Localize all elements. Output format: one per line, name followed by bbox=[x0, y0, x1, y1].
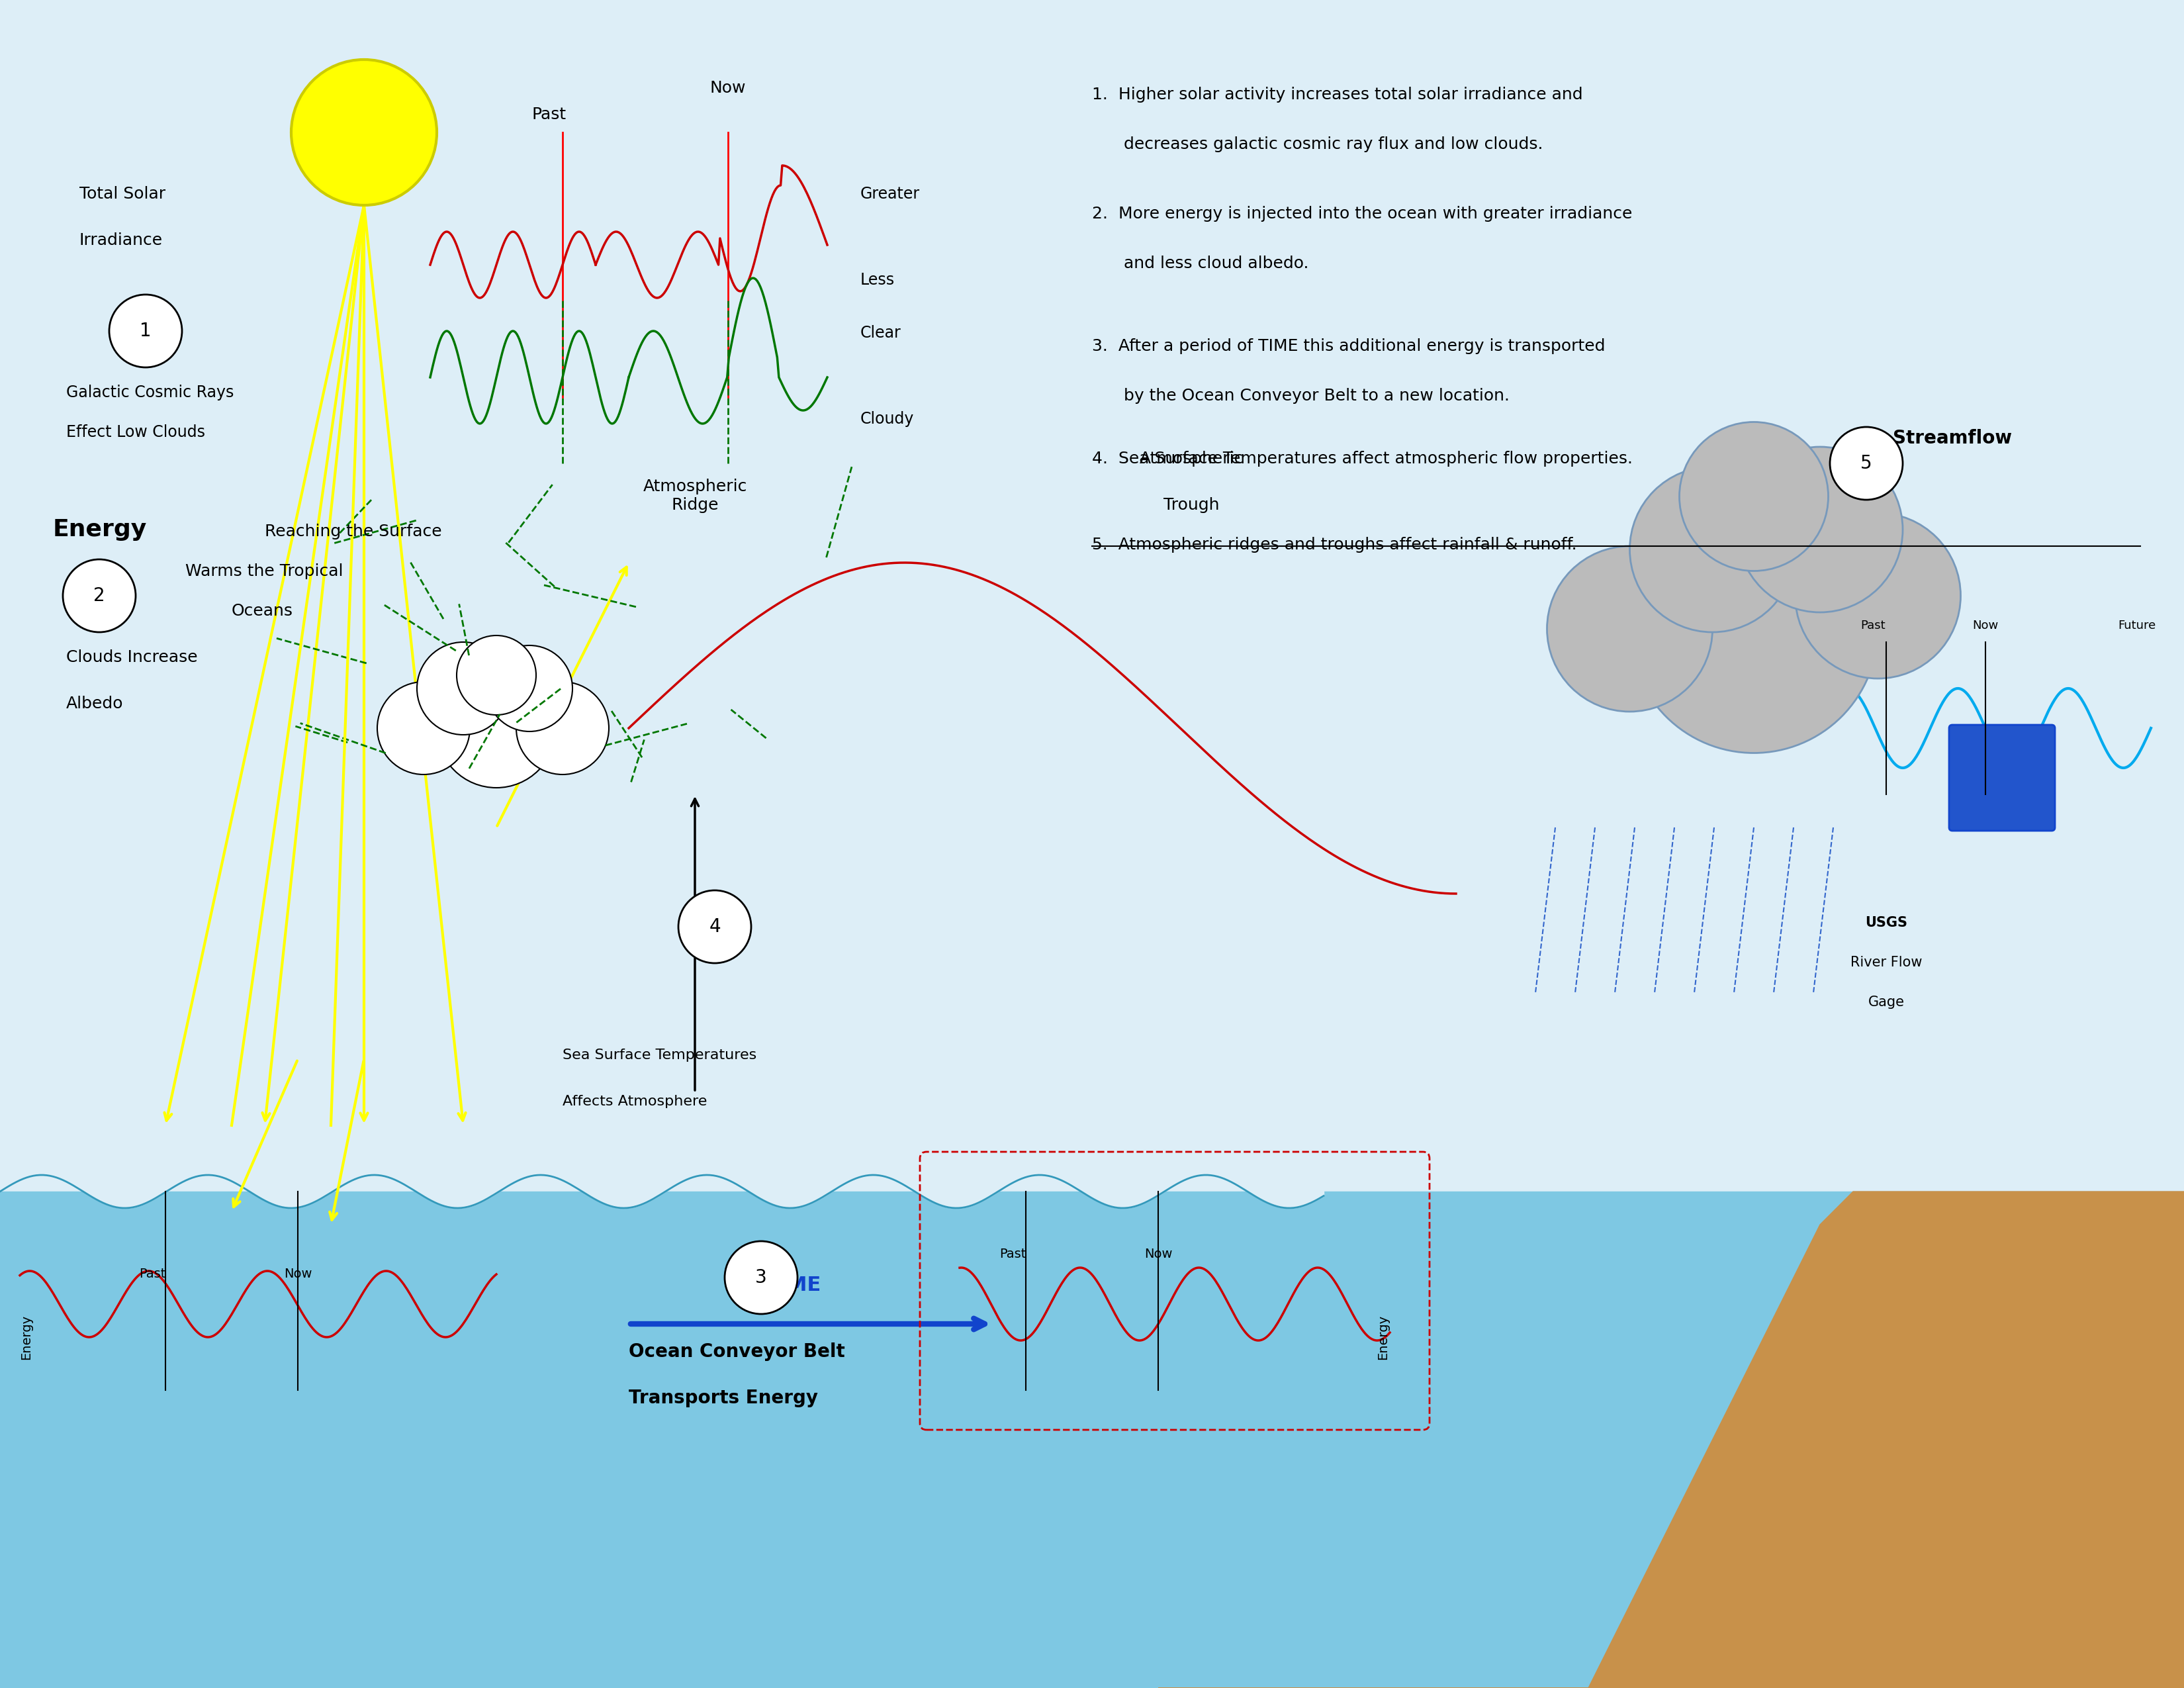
Text: Atmospheric: Atmospheric bbox=[1140, 451, 1243, 466]
Text: Transports Energy: Transports Energy bbox=[629, 1389, 819, 1408]
Circle shape bbox=[1795, 513, 1961, 679]
Text: Cloudy: Cloudy bbox=[860, 412, 915, 427]
Text: Energy: Energy bbox=[20, 1315, 33, 1359]
Circle shape bbox=[456, 635, 535, 716]
Circle shape bbox=[1736, 447, 1902, 613]
Text: by the Ocean Conveyor Belt to a new location.: by the Ocean Conveyor Belt to a new loca… bbox=[1092, 388, 1509, 403]
Circle shape bbox=[1629, 466, 1795, 633]
Text: Clear: Clear bbox=[860, 326, 902, 341]
Polygon shape bbox=[1158, 1192, 2184, 1688]
Text: Affects Atmosphere: Affects Atmosphere bbox=[563, 1096, 708, 1107]
Text: 3: 3 bbox=[756, 1268, 767, 1286]
Text: Trough: Trough bbox=[1164, 498, 1219, 513]
Circle shape bbox=[487, 645, 572, 731]
Text: USGS: USGS bbox=[1865, 917, 1907, 930]
Text: 1: 1 bbox=[140, 322, 151, 341]
Text: Future: Future bbox=[2118, 619, 2156, 631]
Text: Clouds Increase: Clouds Increase bbox=[66, 650, 197, 665]
Text: 2: 2 bbox=[94, 586, 105, 604]
Circle shape bbox=[290, 59, 437, 206]
Text: Gage: Gage bbox=[1867, 996, 1904, 1009]
Text: Past: Past bbox=[1000, 1247, 1026, 1261]
Text: Total Solar: Total Solar bbox=[79, 186, 166, 203]
Text: River Flow: River Flow bbox=[1850, 955, 1922, 969]
Text: 3.  After a period of TIME this additional energy is transported: 3. After a period of TIME this additiona… bbox=[1092, 338, 1605, 354]
Text: Past: Past bbox=[140, 1268, 166, 1280]
Circle shape bbox=[1546, 547, 1712, 712]
Text: Now: Now bbox=[284, 1268, 312, 1280]
Text: Ocean Conveyor Belt: Ocean Conveyor Belt bbox=[629, 1342, 845, 1361]
Text: Energy: Energy bbox=[1376, 1315, 1389, 1359]
Text: 4: 4 bbox=[710, 918, 721, 937]
Text: Atmospheric
Ridge: Atmospheric Ridge bbox=[642, 479, 747, 513]
Text: Now: Now bbox=[1144, 1247, 1173, 1261]
Text: Streamflow: Streamflow bbox=[1894, 429, 2011, 447]
Text: Less: Less bbox=[860, 272, 895, 289]
Text: decreases galactic cosmic ray flux and low clouds.: decreases galactic cosmic ray flux and l… bbox=[1092, 137, 1544, 152]
Circle shape bbox=[1629, 505, 1878, 753]
Text: Now: Now bbox=[1972, 619, 1998, 631]
Text: Greater: Greater bbox=[860, 186, 919, 203]
Circle shape bbox=[378, 682, 470, 775]
Text: 4.  Sea Surface Temperatures affect atmospheric flow properties.: 4. Sea Surface Temperatures affect atmos… bbox=[1092, 451, 1634, 466]
Text: 2.  More energy is injected into the ocean with greater irradiance: 2. More energy is injected into the ocea… bbox=[1092, 206, 1631, 221]
Circle shape bbox=[109, 295, 181, 368]
Text: Energy: Energy bbox=[52, 518, 146, 540]
Text: 5: 5 bbox=[1861, 454, 1872, 473]
Text: 1.  Higher solar activity increases total solar irradiance and: 1. Higher solar activity increases total… bbox=[1092, 86, 1583, 103]
FancyBboxPatch shape bbox=[1948, 724, 2055, 830]
Circle shape bbox=[725, 1241, 797, 1313]
Circle shape bbox=[1679, 422, 1828, 571]
Text: Warms the Tropical: Warms the Tropical bbox=[186, 564, 343, 579]
Circle shape bbox=[679, 890, 751, 964]
Text: Past: Past bbox=[1861, 619, 1885, 631]
Text: Galactic Cosmic Rays: Galactic Cosmic Rays bbox=[66, 385, 234, 400]
Circle shape bbox=[417, 641, 509, 734]
Text: Past: Past bbox=[533, 106, 566, 123]
Text: Effect Low Clouds: Effect Low Clouds bbox=[66, 424, 205, 441]
Text: Albedo: Albedo bbox=[66, 695, 124, 712]
Text: and less cloud albedo.: and less cloud albedo. bbox=[1092, 255, 1308, 272]
Text: Oceans: Oceans bbox=[232, 603, 293, 619]
Text: Sea Surface Temperatures: Sea Surface Temperatures bbox=[563, 1048, 756, 1062]
Text: TIME: TIME bbox=[767, 1276, 821, 1295]
Circle shape bbox=[63, 559, 135, 633]
Text: Now: Now bbox=[710, 79, 747, 96]
Circle shape bbox=[1830, 427, 1902, 500]
Text: 5.  Atmospheric ridges and troughs affect rainfall & runoff.: 5. Atmospheric ridges and troughs affect… bbox=[1092, 537, 1577, 552]
Polygon shape bbox=[0, 1192, 2184, 1688]
Text: Reaching the Surface: Reaching the Surface bbox=[264, 523, 441, 540]
Circle shape bbox=[437, 668, 557, 788]
Text: Irradiance: Irradiance bbox=[79, 233, 164, 248]
Circle shape bbox=[515, 682, 609, 775]
